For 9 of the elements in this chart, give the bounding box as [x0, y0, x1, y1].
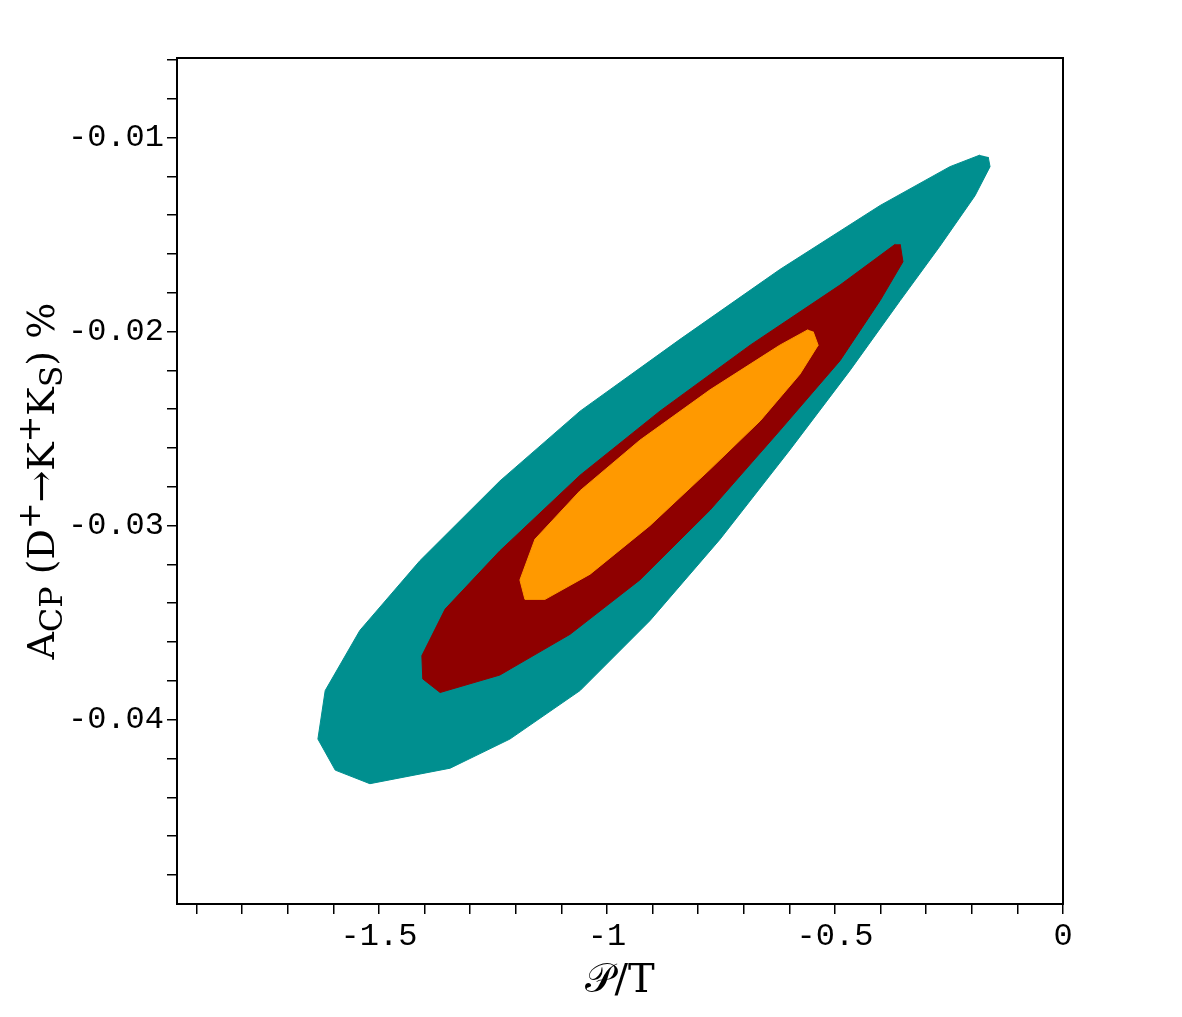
x-tick-label: 0 [1053, 917, 1073, 955]
x-tick-label: -1 [587, 917, 627, 955]
x-axis-title: 𝒫/T [584, 955, 656, 1002]
x-tick-label: -0.5 [796, 917, 874, 955]
y-tick-label: -0.02 [67, 313, 164, 351]
y-tick-label: -0.01 [67, 119, 164, 157]
x-tick-label: -1.5 [340, 917, 418, 955]
y-tick-label: -0.04 [67, 701, 164, 739]
y-tick-label: -0.03 [67, 507, 164, 545]
